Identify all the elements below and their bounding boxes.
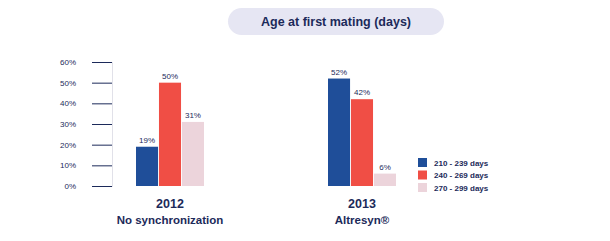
x-tick-label-line: 2013 (348, 197, 376, 211)
data-labels: 19% 52% 50% 42% 31% 6% (139, 68, 391, 172)
y-tick: 30% (60, 120, 112, 129)
y-tick: 10% (60, 161, 112, 170)
y-tick: 40% (60, 99, 112, 108)
y-tick-mark (92, 103, 112, 104)
y-tick-label: 0% (64, 182, 76, 191)
title: Age at first mating (days) (261, 15, 411, 29)
y-tick-mark (92, 83, 112, 84)
y-tick-mark (92, 186, 112, 187)
y-axis: 0% 10% 20% 30% 40% 50% 60% (60, 58, 113, 191)
bar (159, 83, 181, 186)
y-tick-mark (92, 145, 112, 146)
data-label: 50% (162, 72, 178, 81)
y-tick-mark (92, 62, 112, 63)
y-tick: 0% (64, 182, 112, 191)
title-box: Age at first mating (days) (228, 8, 444, 35)
x-tick-label-line: No synchronization (117, 214, 224, 226)
bars (136, 79, 396, 186)
y-tick-label: 50% (60, 79, 76, 88)
bar (182, 122, 204, 186)
title-background (228, 8, 444, 35)
bar (351, 99, 373, 186)
legend-label: 240 - 269 days (434, 171, 489, 180)
chart: Age at first mating (days) 0% 10% 20% 30% 40%… (0, 0, 610, 241)
data-label: 42% (354, 88, 370, 97)
y-tick-label: 30% (60, 120, 76, 129)
legend-label: 210 - 239 days (434, 159, 489, 168)
y-tick: 50% (60, 79, 112, 88)
x-tick-label: 2013 Altresyn® (335, 197, 390, 226)
x-tick-label-line: 2012 (156, 197, 184, 211)
legend-item: 210 - 239 days (418, 158, 489, 168)
bar (374, 174, 396, 186)
y-axis-line (92, 63, 113, 187)
x-axis-labels: 2012 No synchronization 2013 Altresyn® (117, 197, 390, 226)
bar (136, 147, 158, 186)
legend-label: 270 - 299 days (434, 184, 489, 193)
bar (328, 79, 350, 186)
y-tick-mark (92, 124, 112, 125)
legend-swatch (418, 171, 427, 180)
y-tick-label: 10% (60, 161, 76, 170)
x-tick-label: 2012 No synchronization (117, 197, 224, 226)
y-tick: 60% (60, 58, 112, 67)
data-label: 19% (139, 136, 155, 145)
y-tick-label: 60% (60, 58, 76, 67)
x-tick-label-line: Altresyn® (335, 214, 390, 226)
legend: 210 - 239 days 240 - 269 days 270 - 299 da… (418, 158, 489, 193)
legend-item: 270 - 299 days (418, 183, 489, 193)
y-tick-label: 40% (60, 99, 76, 108)
data-label: 31% (185, 111, 201, 120)
legend-swatch (418, 183, 427, 192)
legend-item: 240 - 269 days (418, 171, 489, 181)
legend-swatch (418, 158, 427, 167)
data-label: 52% (331, 68, 347, 77)
y-tick-mark (92, 165, 112, 166)
y-tick-label: 20% (60, 141, 76, 150)
y-tick: 20% (60, 141, 112, 150)
data-label: 6% (379, 163, 391, 172)
